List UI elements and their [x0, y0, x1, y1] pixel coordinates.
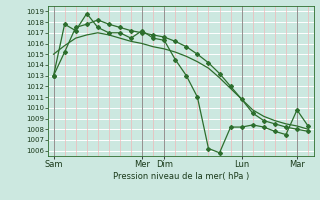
X-axis label: Pression niveau de la mer( hPa ): Pression niveau de la mer( hPa ) — [113, 172, 249, 181]
